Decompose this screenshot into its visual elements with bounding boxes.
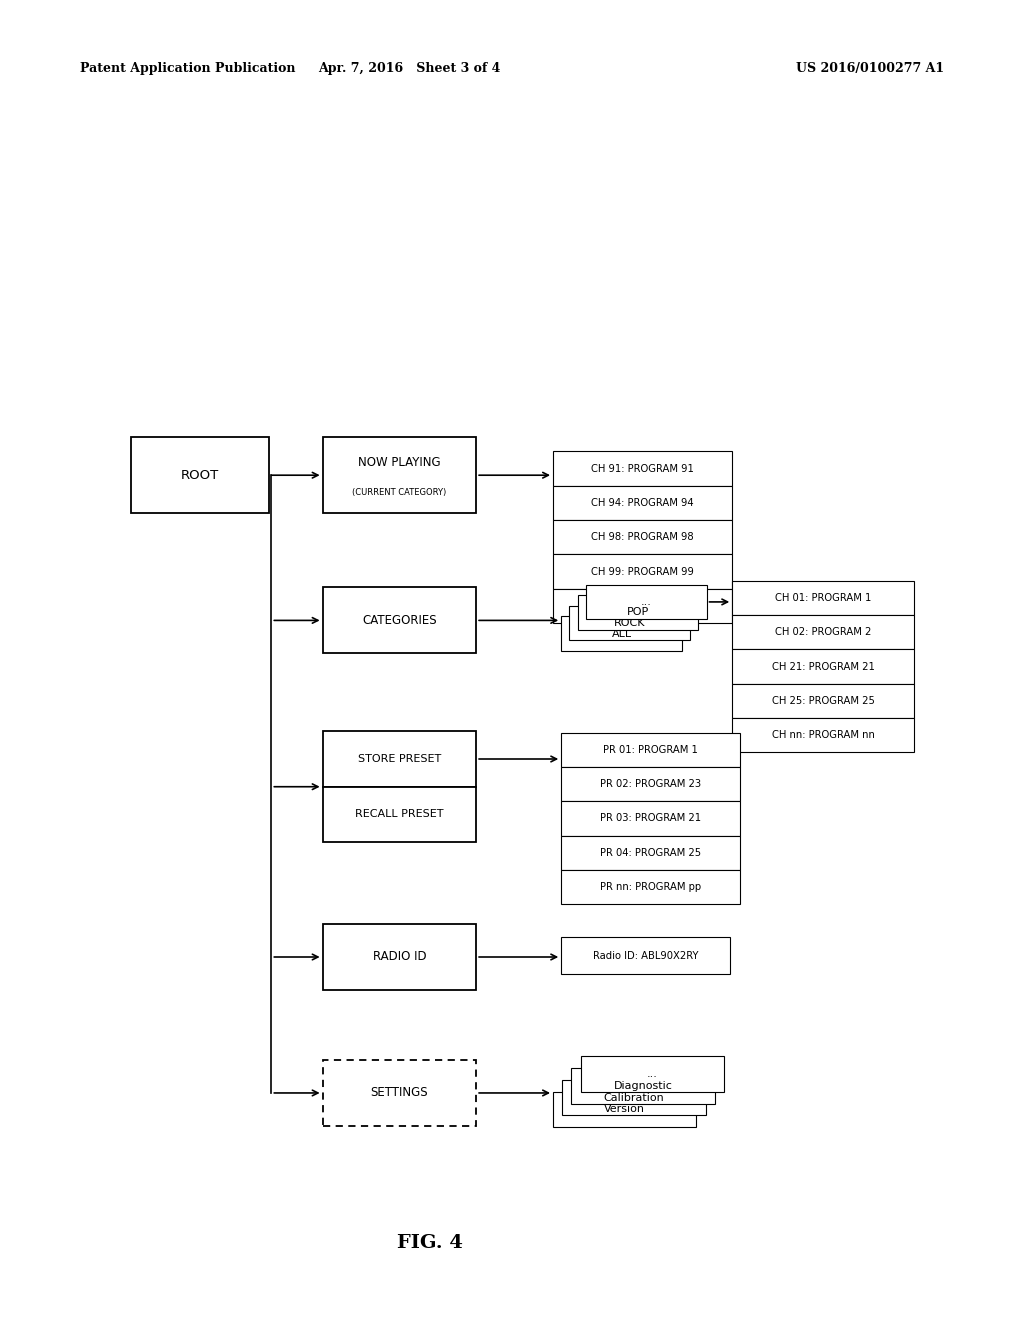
Text: (CURRENT CATEGORY): (CURRENT CATEGORY) xyxy=(352,488,446,496)
Text: STORE PRESET: STORE PRESET xyxy=(357,754,441,764)
Text: ALL: ALL xyxy=(611,628,632,639)
Bar xyxy=(553,520,732,554)
Text: CH 01: PROGRAM 1: CH 01: PROGRAM 1 xyxy=(775,593,871,603)
Text: ROOT: ROOT xyxy=(180,469,219,482)
Text: CH 21: PROGRAM 21: CH 21: PROGRAM 21 xyxy=(772,661,874,672)
Bar xyxy=(561,767,740,801)
Text: RADIO ID: RADIO ID xyxy=(373,950,426,964)
Bar xyxy=(131,437,268,513)
Text: CATEGORIES: CATEGORIES xyxy=(362,614,436,627)
Text: PR 02: PROGRAM 23: PR 02: PROGRAM 23 xyxy=(600,779,701,789)
Text: ROCK: ROCK xyxy=(614,618,645,628)
Bar xyxy=(732,615,914,649)
Text: CH 99: PROGRAM 99: CH 99: PROGRAM 99 xyxy=(591,566,694,577)
Text: US 2016/0100277 A1: US 2016/0100277 A1 xyxy=(797,62,944,75)
Bar xyxy=(323,787,476,842)
Bar xyxy=(323,437,476,513)
Text: CH 98: PROGRAM 98: CH 98: PROGRAM 98 xyxy=(591,532,694,543)
Bar xyxy=(569,606,690,640)
Text: PR 03: PROGRAM 21: PR 03: PROGRAM 21 xyxy=(600,813,701,824)
Text: NOW PLAYING: NOW PLAYING xyxy=(358,455,440,469)
Bar xyxy=(561,937,730,974)
Text: PR 04: PROGRAM 25: PR 04: PROGRAM 25 xyxy=(600,847,701,858)
Text: FIG. 4: FIG. 4 xyxy=(397,1234,463,1253)
Bar xyxy=(581,1056,724,1092)
Text: RECALL PRESET: RECALL PRESET xyxy=(355,809,443,820)
Text: Radio ID: ABL90X2RY: Radio ID: ABL90X2RY xyxy=(593,950,698,961)
Text: Patent Application Publication: Patent Application Publication xyxy=(80,62,295,75)
Text: Diagnostic: Diagnostic xyxy=(613,1081,673,1090)
Bar xyxy=(578,595,698,630)
Bar xyxy=(562,1080,706,1115)
Text: POP: POP xyxy=(627,607,649,618)
Bar xyxy=(561,801,740,836)
Text: PR 01: PROGRAM 1: PR 01: PROGRAM 1 xyxy=(603,744,698,755)
Text: Apr. 7, 2016   Sheet 3 of 4: Apr. 7, 2016 Sheet 3 of 4 xyxy=(318,62,501,75)
Text: Calibration: Calibration xyxy=(603,1093,665,1102)
Text: CH 25: PROGRAM 25: CH 25: PROGRAM 25 xyxy=(772,696,874,706)
Bar xyxy=(553,589,732,623)
Text: ...: ... xyxy=(647,1069,657,1078)
Bar xyxy=(732,718,914,752)
Text: CH 02: PROGRAM 2: CH 02: PROGRAM 2 xyxy=(775,627,871,638)
Text: Version: Version xyxy=(604,1105,645,1114)
Bar xyxy=(561,616,682,651)
Bar xyxy=(553,451,732,486)
Bar xyxy=(586,585,707,619)
Text: CH 94: PROGRAM 94: CH 94: PROGRAM 94 xyxy=(591,498,694,508)
Bar xyxy=(323,1060,476,1126)
Bar xyxy=(553,554,732,589)
Bar xyxy=(323,731,476,787)
Bar xyxy=(323,587,476,653)
Bar xyxy=(553,486,732,520)
Text: CH 91: PROGRAM 91: CH 91: PROGRAM 91 xyxy=(591,463,694,474)
Text: CH nn: PROGRAM nn: CH nn: PROGRAM nn xyxy=(591,601,694,611)
Bar xyxy=(732,684,914,718)
Text: SETTINGS: SETTINGS xyxy=(371,1086,428,1100)
Bar xyxy=(732,649,914,684)
Bar xyxy=(732,581,914,615)
Bar xyxy=(323,924,476,990)
Text: PR nn: PROGRAM pp: PR nn: PROGRAM pp xyxy=(600,882,701,892)
Text: ...: ... xyxy=(641,597,651,607)
Bar xyxy=(571,1068,715,1104)
Text: CH nn: PROGRAM nn: CH nn: PROGRAM nn xyxy=(772,730,874,741)
Bar xyxy=(561,870,740,904)
Bar xyxy=(561,836,740,870)
Bar xyxy=(553,1092,696,1127)
Bar xyxy=(561,733,740,767)
